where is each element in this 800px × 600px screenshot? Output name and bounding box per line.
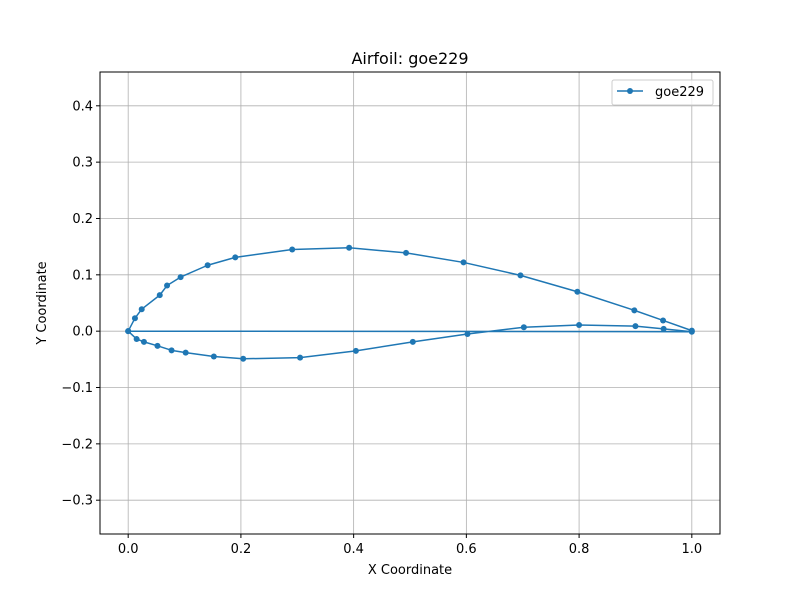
data-point	[131, 315, 138, 322]
data-point	[403, 249, 410, 256]
data-point	[182, 349, 189, 356]
x-tick-label: 0.2	[231, 542, 252, 557]
legend-marker-goe229	[627, 88, 633, 94]
x-tick-label: 0.0	[118, 542, 139, 557]
data-point	[164, 282, 171, 289]
data-point	[631, 307, 638, 314]
y-tick-label: −0.1	[61, 381, 93, 396]
y-tick-label: −0.2	[61, 437, 93, 452]
data-point	[632, 323, 639, 330]
data-point	[232, 254, 239, 261]
data-point	[156, 292, 163, 299]
legend-label-goe229: goe229	[655, 85, 704, 100]
x-tick-label: 0.8	[569, 542, 590, 557]
data-point	[660, 317, 667, 324]
data-point	[460, 259, 467, 266]
legend: goe229	[611, 79, 714, 106]
data-point	[520, 324, 527, 331]
data-point	[576, 321, 583, 328]
x-axis-label: X Coordinate	[368, 563, 452, 578]
chart-title: Airfoil: goe229	[351, 49, 468, 68]
data-point	[297, 354, 304, 361]
x-tick-label: 1.0	[681, 542, 702, 557]
y-axis-label: Y Coordinate	[35, 261, 50, 345]
x-tick-label: 0.4	[343, 542, 364, 557]
y-tick-label: 0.4	[72, 99, 93, 114]
data-point	[352, 347, 359, 354]
data-point	[133, 336, 140, 343]
data-point	[154, 342, 161, 349]
data-point	[289, 246, 296, 253]
data-point	[177, 274, 184, 281]
data-point	[168, 347, 175, 354]
x-tick-label: 0.6	[456, 542, 477, 557]
data-point	[346, 244, 353, 251]
series-line-goe229	[127, 247, 693, 360]
data-point	[240, 355, 247, 362]
legend-box	[611, 79, 714, 106]
data-point	[204, 262, 211, 269]
data-point	[140, 338, 147, 345]
y-tick-label: 0.1	[72, 268, 93, 283]
data-point	[660, 325, 667, 332]
ticks: 0.0 0.2 0.4 0.6 0.8 1.0 −0.3 −0.2 −0.1 0.0 0.1 0.2 0…	[61, 99, 702, 557]
data-point	[138, 306, 145, 313]
data-point	[574, 288, 581, 295]
data-point	[464, 330, 471, 337]
data-point	[125, 328, 132, 335]
y-tick-label: 0.2	[72, 212, 93, 227]
data-point	[210, 353, 217, 360]
plot-frame	[99, 71, 721, 535]
data-point	[688, 328, 695, 335]
data-point	[517, 272, 524, 279]
series-layer	[125, 244, 695, 362]
y-tick-label: −0.3	[61, 494, 93, 509]
y-tick-label: 0.3	[72, 156, 93, 171]
data-point	[409, 338, 416, 345]
y-tick-label: 0.0	[72, 325, 93, 340]
